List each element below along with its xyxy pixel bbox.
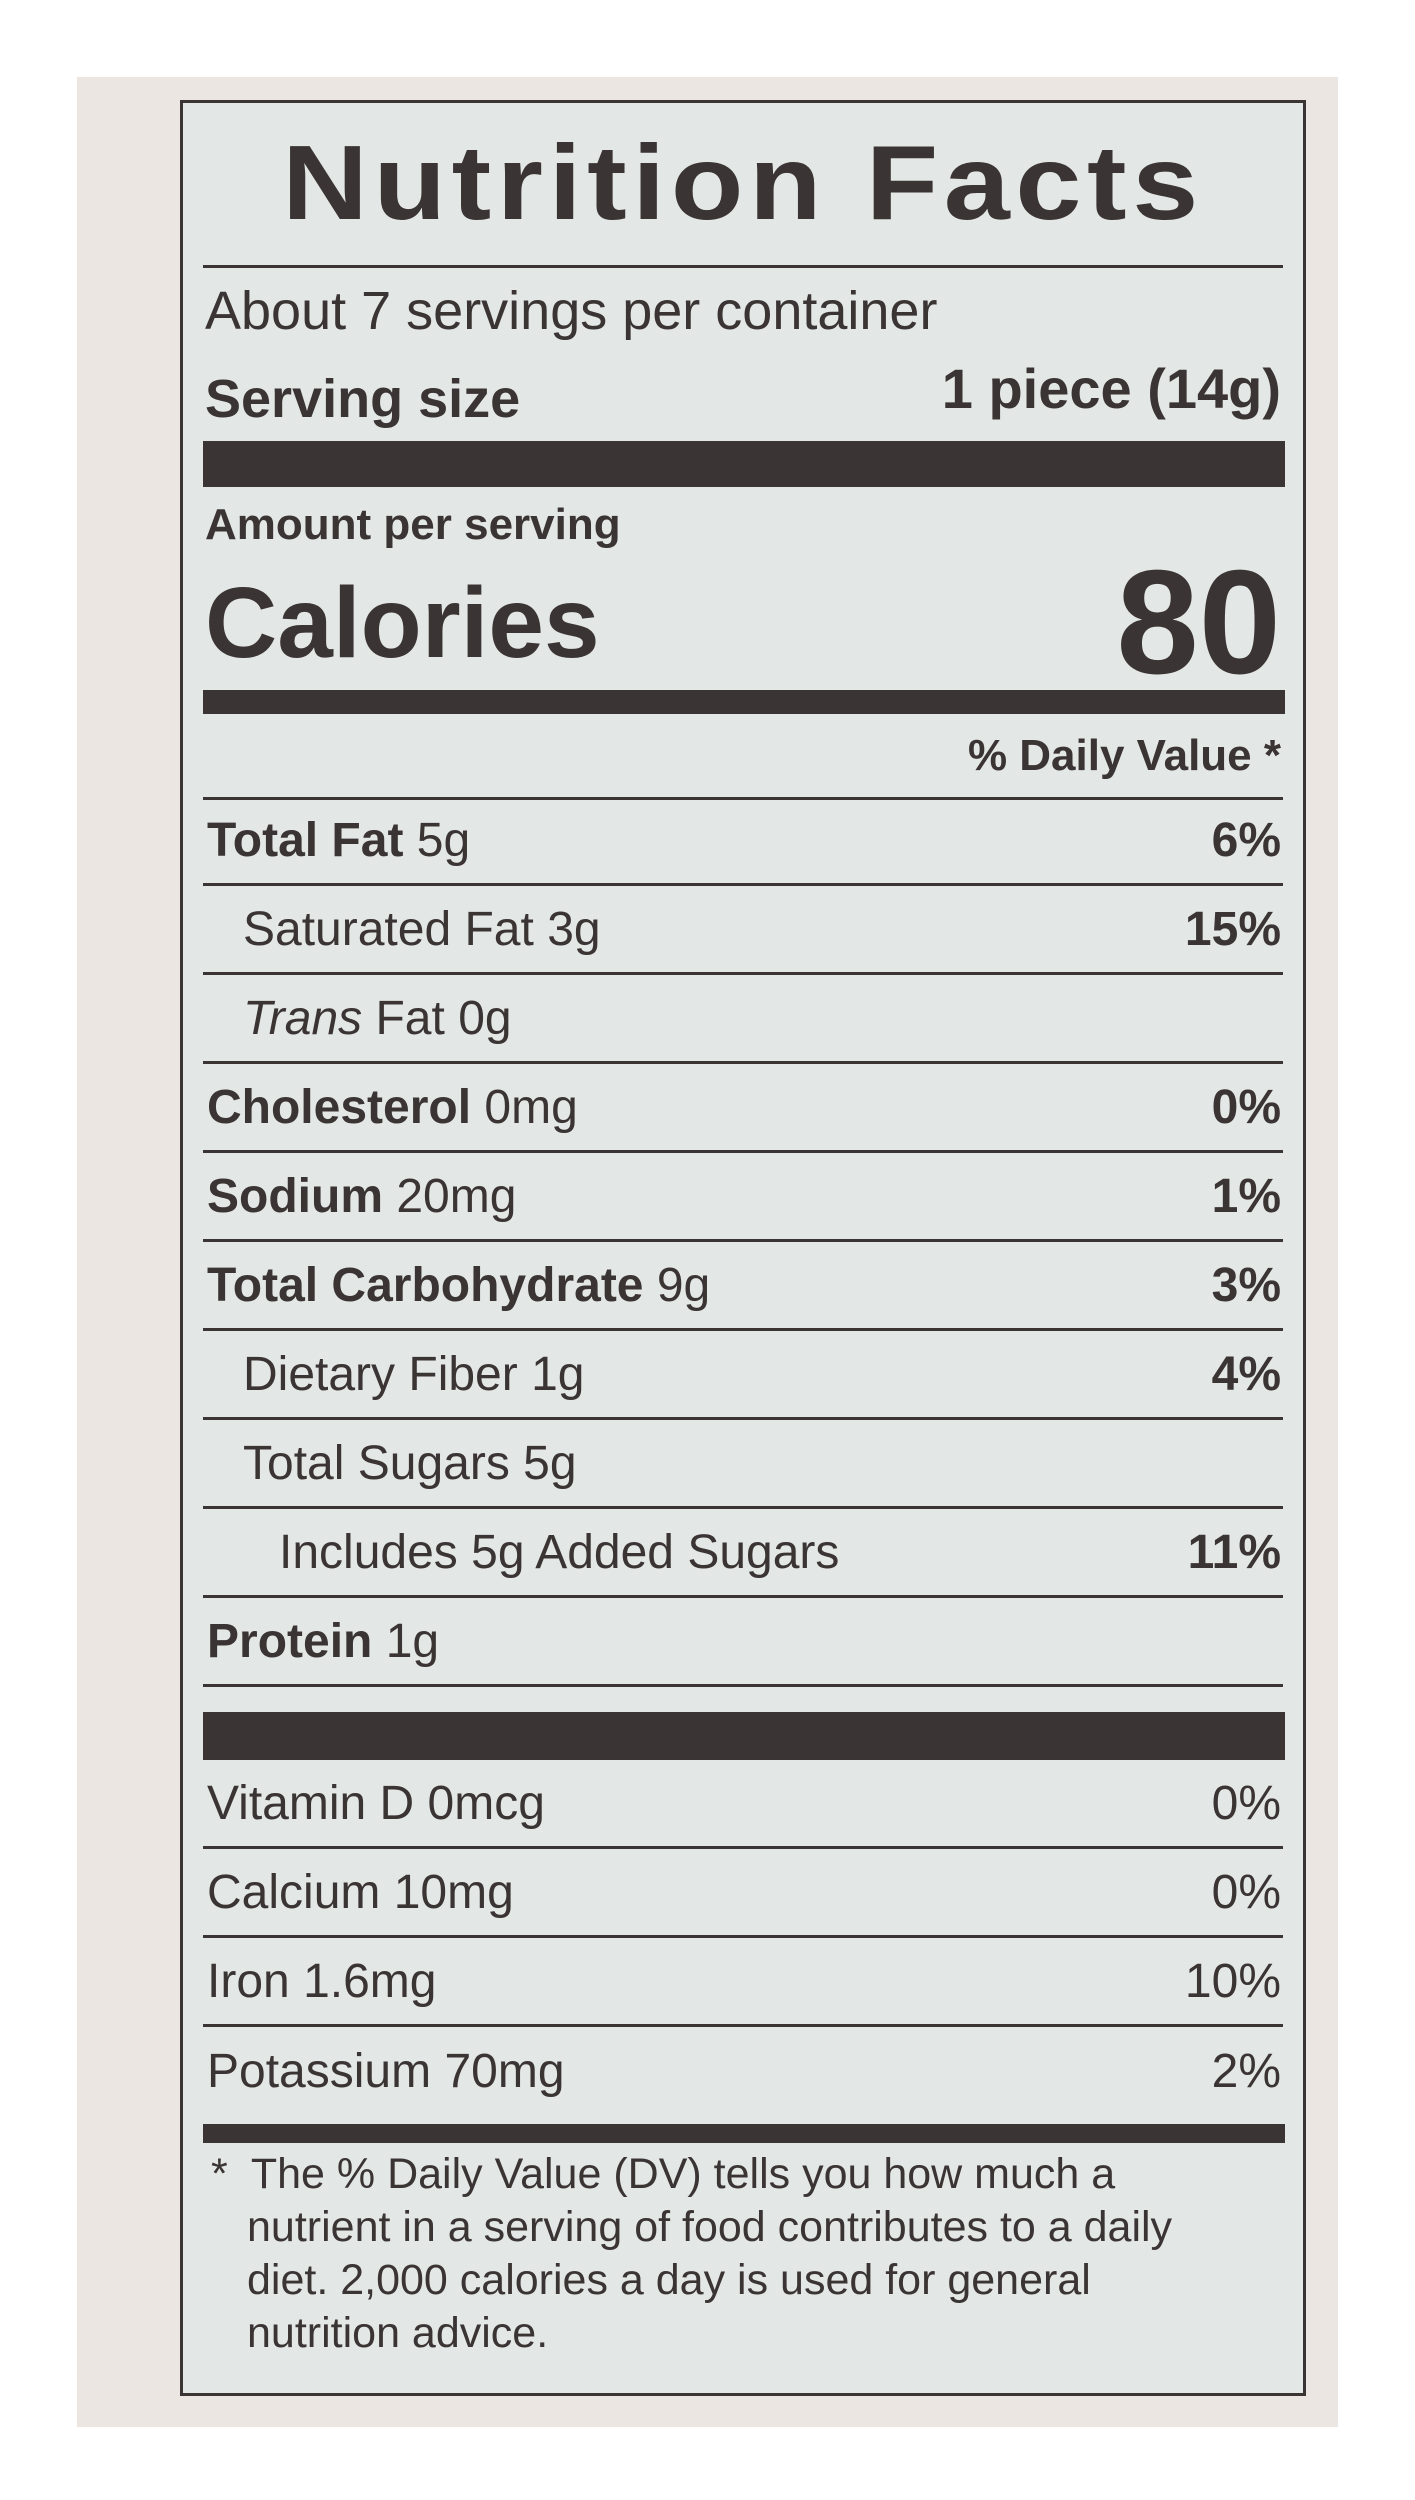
vitamin-daily-value: 10% (1184, 1954, 1281, 2008)
nutrient-row: Sodium 20mg 1% (203, 1153, 1283, 1242)
nutrient-name: Includes 5g Added Sugars (279, 1525, 840, 1579)
nutrient-amount: 9g (656, 1258, 711, 1312)
vitamin-row: Potassium 70mg 2% (203, 2027, 1283, 2116)
vitamin-name-group: Calcium 10mg (207, 1865, 514, 1920)
nutrient-name: Total Carbohydrate (207, 1258, 644, 1312)
nutrient-daily-value: 6% (1211, 813, 1281, 867)
nutrient-amount: 5g (523, 1436, 577, 1490)
nutrient-name: Dietary Fiber (243, 1347, 518, 1401)
serving-size-label: Serving size (205, 369, 521, 429)
vitamin-name: Potassium (207, 2045, 432, 2098)
nutrition-facts-label: Nutrition Facts About 7 servings per con… (180, 100, 1306, 2396)
calories-label: Calories (205, 566, 600, 679)
nutrient-name-group: Saturated Fat 3g (207, 902, 601, 957)
nutrient-name: Total Sugars (243, 1436, 510, 1490)
nutrient-amount: 5g (416, 813, 471, 867)
medium-divider (203, 690, 1285, 714)
nutrient-name-group: Sodium 20mg (207, 1169, 516, 1224)
nutrient-amount: 1g (531, 1347, 585, 1401)
vitamin-amount: 0mcg (427, 1776, 545, 1830)
nutrient-daily-value: 11% (1187, 1525, 1281, 1579)
label-title: Nutrition Facts (282, 123, 1204, 242)
serving-size-value: 1 piece (14g) (941, 357, 1281, 420)
nutrient-row: Trans Fat 0g (203, 975, 1283, 1064)
vitamin-amount: 1.6mg (303, 1954, 437, 2008)
nutrient-name-group: Total Sugars 5g (207, 1436, 577, 1491)
nutrient-name: Saturated Fat (243, 902, 534, 956)
nutrient-row: Cholesterol 0mg 0% (203, 1064, 1283, 1153)
nutrient-name: Cholesterol (207, 1080, 472, 1134)
nutrient-daily-value: 3% (1211, 1258, 1281, 1312)
nutrient-amount: 0mg (484, 1080, 578, 1134)
nutrient-row: Dietary Fiber 1g 4% (203, 1331, 1283, 1420)
nutrient-name: Trans (243, 991, 363, 1045)
vitamin-name: Iron (207, 1954, 290, 2008)
nutrient-name: Total Fat (207, 813, 404, 867)
nutrient-row: Total Sugars 5g (203, 1420, 1283, 1509)
servings-text: About 7 servings per container (205, 281, 938, 341)
nutrient-name: Protein (207, 1614, 373, 1668)
footnote-text: The % Daily Value (DV) tells you how muc… (247, 2150, 1173, 2357)
nutrient-row: Total Fat 5g 6% (203, 797, 1283, 886)
vitamin-daily-value: 2% (1211, 2045, 1281, 2098)
nutrient-name: Sodium (207, 1169, 383, 1223)
vitamin-name-group: Potassium 70mg (207, 2044, 565, 2099)
nutrient-daily-value: 0% (1211, 1080, 1281, 1134)
nutrient-daily-value: 4% (1211, 1347, 1281, 1401)
calories-value: 80 (1116, 540, 1281, 705)
vitamin-name-group: Vitamin D 0mcg (207, 1776, 545, 1831)
nutrient-row: Protein 1g (203, 1598, 1283, 1687)
serving-size-row: Serving size 1 piece (14g) (183, 348, 1303, 438)
thick-divider (203, 441, 1285, 487)
vitamin-name: Calcium (207, 1865, 381, 1919)
nutrient-name-group: Total Fat 5g (207, 813, 470, 868)
thick-divider (203, 1712, 1285, 1760)
amount-per-serving: Amount per serving (183, 487, 1303, 563)
vitamin-amount: 10mg (393, 1865, 514, 1919)
nutrient-daily-value: 1% (1211, 1169, 1281, 1223)
nutrient-row: Includes 5g Added Sugars 11% (203, 1509, 1283, 1598)
nutrient-name-group: Dietary Fiber 1g (207, 1347, 584, 1402)
nutrient-name-group: Cholesterol 0mg (207, 1080, 578, 1135)
nutrient-amount: 20mg (396, 1169, 517, 1223)
vitamin-name: Vitamin D (207, 1776, 415, 1830)
divider (203, 265, 1283, 268)
nutrient-daily-value: 15% (1184, 902, 1281, 956)
footnote-marker: * (211, 2150, 228, 2198)
nutrient-name-suffix: Fat (375, 991, 445, 1045)
nutrient-amount: 3g (547, 902, 601, 956)
vitamin-row: Iron 1.6mg 10% (203, 1938, 1283, 2027)
nutrient-row: Total Carbohydrate 9g 3% (203, 1242, 1283, 1331)
nutrient-name-group: Protein 1g (207, 1614, 439, 1669)
nutrient-amount: 0g (458, 991, 512, 1045)
vitamin-row: Calcium 10mg 0% (203, 1849, 1283, 1938)
daily-value-header: % Daily Value * (203, 714, 1283, 800)
nutrient-amount: 1g (385, 1614, 440, 1668)
medium-divider (203, 2124, 1285, 2143)
footnote: * The % Daily Value (DV) tells you how m… (205, 2148, 1243, 2360)
vitamin-amount: 70mg (444, 2045, 565, 2098)
nutrient-row: Saturated Fat 3g 15% (203, 886, 1283, 975)
vitamin-name-group: Iron 1.6mg (207, 1954, 436, 2009)
calories-row: Calories 80 (183, 540, 1303, 705)
vitamin-row: Vitamin D 0mcg 0% (203, 1760, 1283, 1849)
nutrient-name-group: Total Carbohydrate 9g (207, 1258, 710, 1313)
nutrient-list: Total Fat 5g 6% Saturated Fat 3g 15% Trans F… (183, 797, 1303, 1687)
vitamin-daily-value: 0% (1211, 1865, 1281, 1919)
daily-value-header-text: % Daily Value * (967, 730, 1281, 780)
amount-per-serving-text: Amount per serving (205, 500, 621, 549)
servings-per-container: About 7 servings per container (183, 271, 1303, 351)
vitamin-daily-value: 0% (1211, 1776, 1281, 1830)
nutrient-name-group: Trans Fat 0g (207, 991, 512, 1046)
nutrient-name-group: Includes 5g Added Sugars (207, 1525, 839, 1580)
vitamin-list: Vitamin D 0mcg 0% Calcium 10mg 0% Iron 1.6mg… (183, 1760, 1303, 2116)
